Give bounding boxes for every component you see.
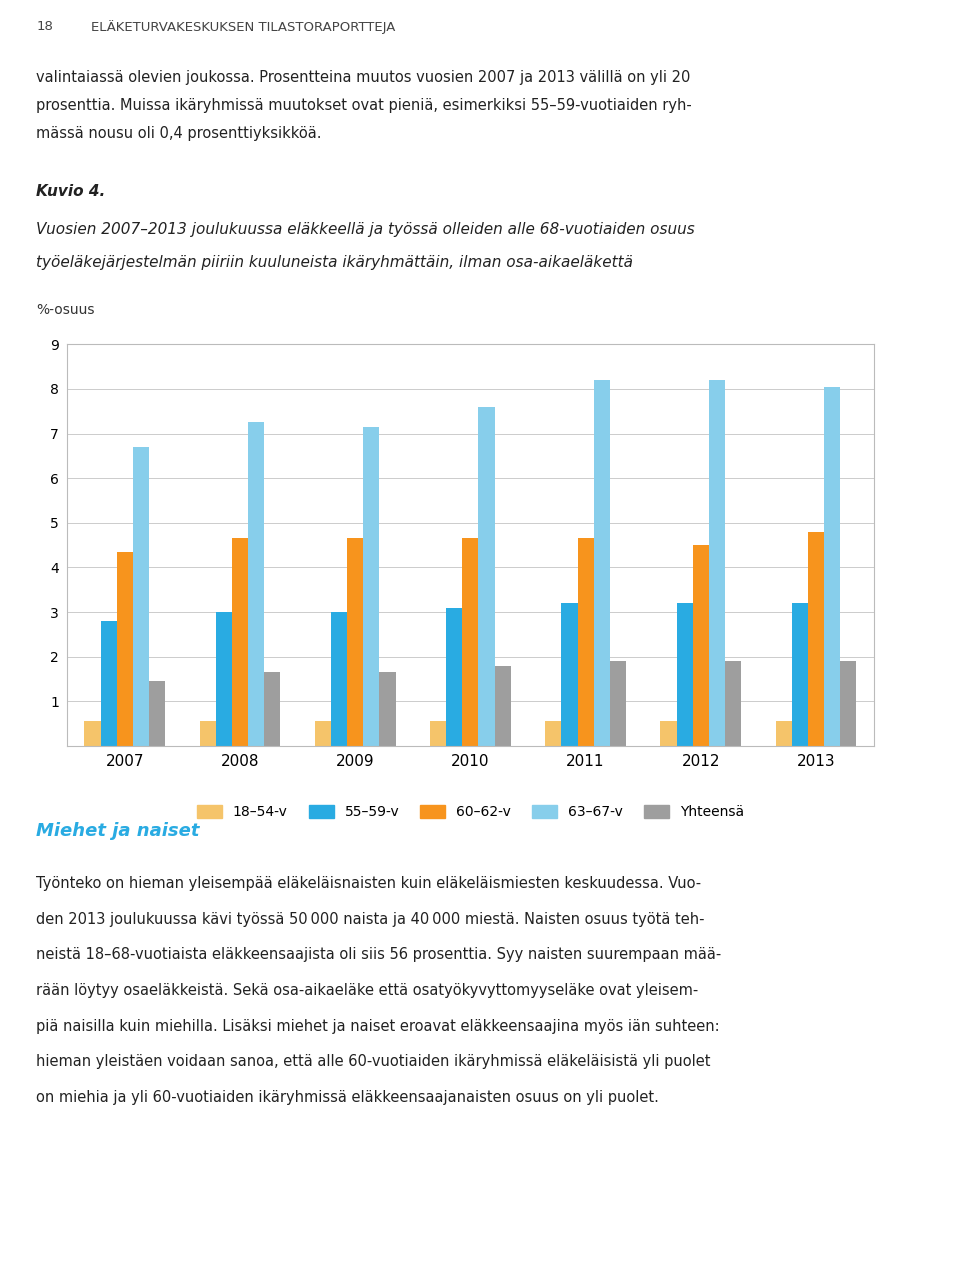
Bar xyxy=(315,722,331,746)
Bar xyxy=(478,407,494,746)
Bar xyxy=(578,538,593,746)
Bar xyxy=(792,603,808,746)
Bar xyxy=(693,546,708,746)
Bar xyxy=(725,660,741,746)
Bar xyxy=(463,538,478,746)
Text: rään löytyy osaeläkkeistä. Sekä osa-aikaeläke että osatyökyvyttomyyseläke ovat y: rään löytyy osaeläkkeistä. Sekä osa-aika… xyxy=(36,983,699,998)
Text: ELÄKETURVAKESKUKSEN TILASTORAPORTTEJA: ELÄKETURVAKESKUKSEN TILASTORAPORTTEJA xyxy=(91,20,396,34)
Bar xyxy=(348,538,363,746)
Bar xyxy=(660,722,677,746)
Bar xyxy=(101,621,117,746)
Text: %-osuus: %-osuus xyxy=(36,303,95,317)
Bar xyxy=(562,603,578,746)
Text: prosenttia. Muissa ikäryhmissä muutokset ovat pieniä, esimerkiksi 55–59-vuotiaid: prosenttia. Muissa ikäryhmissä muutokset… xyxy=(36,98,692,113)
Text: työeläkejärjestelmän piiriin kuuluneista ikäryhmättäin, ilman osa-aikaeläkettä: työeläkejärjestelmän piiriin kuuluneista… xyxy=(36,255,634,270)
Text: den 2013 joulukuussa kävi työssä 50 000 naista ja 40 000 miestä. Naisten osuus t: den 2013 joulukuussa kävi työssä 50 000 … xyxy=(36,912,705,927)
Bar xyxy=(824,386,840,746)
Bar xyxy=(776,722,792,746)
Text: hieman yleistäen voidaan sanoa, että alle 60-vuotiaiden ikäryhmissä eläkeläisist: hieman yleistäen voidaan sanoa, että all… xyxy=(36,1054,711,1070)
Bar xyxy=(331,612,348,746)
Text: Vuosien 2007–2013 joulukuussa eläkkeellä ja työssä olleiden alle 68-vuotiaiden o: Vuosien 2007–2013 joulukuussa eläkkeellä… xyxy=(36,222,695,237)
Text: mässä nousu oli 0,4 prosenttiyksikköä.: mässä nousu oli 0,4 prosenttiyksikköä. xyxy=(36,126,322,142)
Bar xyxy=(264,672,280,746)
Bar xyxy=(248,422,264,746)
Bar xyxy=(610,660,626,746)
Bar xyxy=(494,666,511,746)
Bar xyxy=(446,608,463,746)
Bar xyxy=(200,722,216,746)
Text: 18: 18 xyxy=(36,20,54,33)
Bar xyxy=(430,722,446,746)
Bar xyxy=(593,380,610,746)
Bar xyxy=(149,681,165,746)
Text: piä naisilla kuin miehilla. Lisäksi miehet ja naiset eroavat eläkkeensaajina myö: piä naisilla kuin miehilla. Lisäksi mieh… xyxy=(36,1019,720,1034)
Text: on miehia ja yli 60-vuotiaiden ikäryhmissä eläkkeensaajanaisten osuus on yli puo: on miehia ja yli 60-vuotiaiden ikäryhmis… xyxy=(36,1090,660,1105)
Bar xyxy=(84,722,101,746)
Text: neistä 18–68-vuotiaista eläkkeensaajista oli siis 56 prosenttia. Syy naisten suu: neistä 18–68-vuotiaista eläkkeensaajista… xyxy=(36,947,722,963)
Bar xyxy=(545,722,562,746)
Bar xyxy=(132,448,149,746)
Bar xyxy=(363,427,379,746)
Bar xyxy=(840,660,856,746)
Text: valintaiassä olevien joukossa. Prosentteina muutos vuosien 2007 ja 2013 välillä : valintaiassä olevien joukossa. Prosentte… xyxy=(36,70,691,85)
Bar xyxy=(216,612,232,746)
Text: Miehet ja naiset: Miehet ja naiset xyxy=(36,822,200,840)
Bar xyxy=(708,380,725,746)
Bar xyxy=(379,672,396,746)
Text: Kuvio 4.: Kuvio 4. xyxy=(36,184,106,199)
Bar xyxy=(232,538,248,746)
Legend: 18–54-v, 55–59-v, 60–62-v, 63–67-v, Yhteensä: 18–54-v, 55–59-v, 60–62-v, 63–67-v, Yhte… xyxy=(197,805,744,820)
Bar xyxy=(677,603,693,746)
Text: Työnteko on hieman yleisempää eläkeläisnaisten kuin eläkeläismiesten keskuudessa: Työnteko on hieman yleisempää eläkeläisn… xyxy=(36,876,702,891)
Bar xyxy=(808,532,824,746)
Bar xyxy=(117,552,132,746)
